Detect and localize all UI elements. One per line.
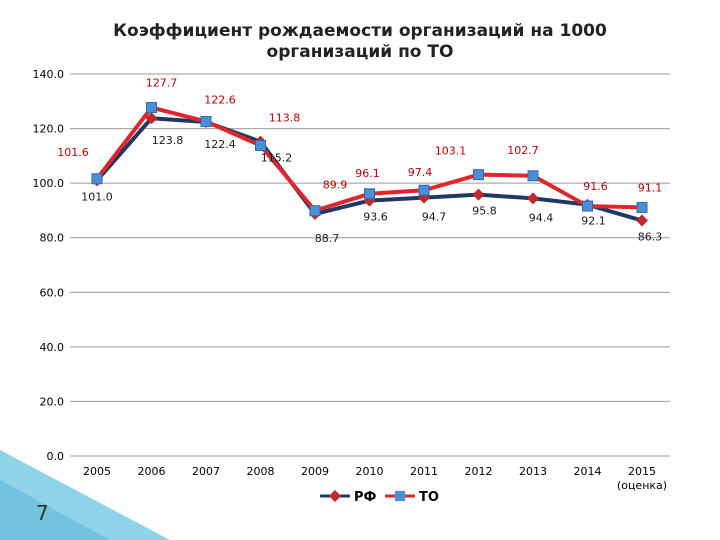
series-1-data-label-9: 91.6 (583, 180, 608, 193)
series-1-data-label-8: 102.7 (507, 144, 539, 157)
series-0-point-8 (527, 192, 539, 205)
series-1-point-0 (91, 173, 103, 185)
series-1-point-2 (200, 115, 212, 127)
x-tick-label-0: 2005 (83, 465, 111, 478)
series-1-data-label-10: 91.1 (638, 181, 663, 194)
series-0-data-label-1: 123.8 (152, 134, 184, 147)
series-1-point-10 (636, 201, 648, 213)
x-tick-label-2: 2007 (192, 465, 220, 478)
series-1-data-label-5: 96.1 (355, 167, 380, 180)
y-tick-label-5: 100.0 (33, 177, 65, 190)
series-1-point-3 (255, 139, 266, 151)
series-1-point-5 (364, 188, 375, 200)
series-1-data-label-4: 89.9 (323, 179, 348, 192)
series-0-data-label-10: 86.3 (638, 231, 663, 244)
series-0-data-label-5: 93.6 (363, 211, 388, 224)
y-tick-label-2: 40.0 (40, 341, 65, 354)
series-1-data-label-6: 97.4 (408, 166, 433, 179)
series-1-point-8 (527, 170, 539, 182)
x-tick-label-9: 2014 (574, 465, 602, 478)
series-1-data-label-2: 122.6 (204, 93, 236, 106)
y-tick-label-6: 120.0 (33, 123, 65, 136)
legend: РФ ТО (320, 490, 439, 505)
x-tick-sublabel-10: (оценка) (617, 479, 667, 492)
x-tick-label-8: 2013 (519, 465, 547, 478)
y-tick-label-7: 140.0 (33, 68, 65, 81)
series-1-point-9 (582, 200, 593, 212)
x-tick-label-5: 2010 (356, 465, 384, 478)
series-1-point-7 (473, 169, 484, 181)
chart-title-line-2: организаций по ТО (267, 42, 454, 62)
legend-rf-label: РФ (354, 490, 377, 505)
slide-decoration-2 (0, 480, 110, 540)
series-0-point-7 (472, 188, 485, 201)
series-1-data-label-7: 103.1 (435, 145, 467, 158)
x-tick-label-10: 2015 (628, 465, 656, 478)
x-tick-label-6: 2011 (410, 465, 438, 478)
x-tick-label-1: 2006 (138, 465, 166, 478)
series-0-data-label-7: 95.8 (472, 205, 497, 218)
legend-to-marker (395, 491, 405, 501)
series-0-data-label-0: 101.0 (81, 190, 113, 203)
x-tick-label-3: 2008 (247, 465, 275, 478)
series-0-data-label-3: 115.2 (261, 152, 293, 165)
y-tick-label-0: 0.0 (47, 450, 65, 463)
legend-to-label: ТО (419, 490, 439, 505)
series-0-point-10 (636, 214, 648, 227)
series-0-point-1 (145, 112, 158, 125)
series-0-data-label-4: 88.7 (315, 232, 340, 245)
legend-rf-marker (329, 490, 341, 502)
slide-number: 7 (36, 501, 49, 525)
series-1-point-4 (309, 205, 321, 217)
series-1-point-1 (146, 102, 157, 114)
series-1-point-6 (418, 184, 430, 196)
y-tick-label-1: 20.0 (40, 395, 65, 408)
y-tick-label-4: 80.0 (40, 232, 65, 245)
series-1-data-label-3: 113.8 (269, 111, 301, 124)
x-tick-label-4: 2009 (301, 465, 329, 478)
series-1-data-label-1: 127.7 (146, 77, 178, 90)
chart-title-line-1: Коэффициент рождаемости организаций на 1… (113, 21, 607, 41)
series-0-data-label-9: 92.1 (581, 215, 606, 228)
series-0-data-label-6: 94.7 (422, 211, 447, 224)
series-1-data-label-0: 101.6 (57, 146, 89, 159)
series-0-data-label-2: 122.4 (204, 138, 236, 151)
y-tick-label-3: 60.0 (40, 286, 65, 299)
series-0-data-label-8: 94.4 (529, 211, 554, 224)
x-tick-label-7: 2012 (465, 465, 493, 478)
